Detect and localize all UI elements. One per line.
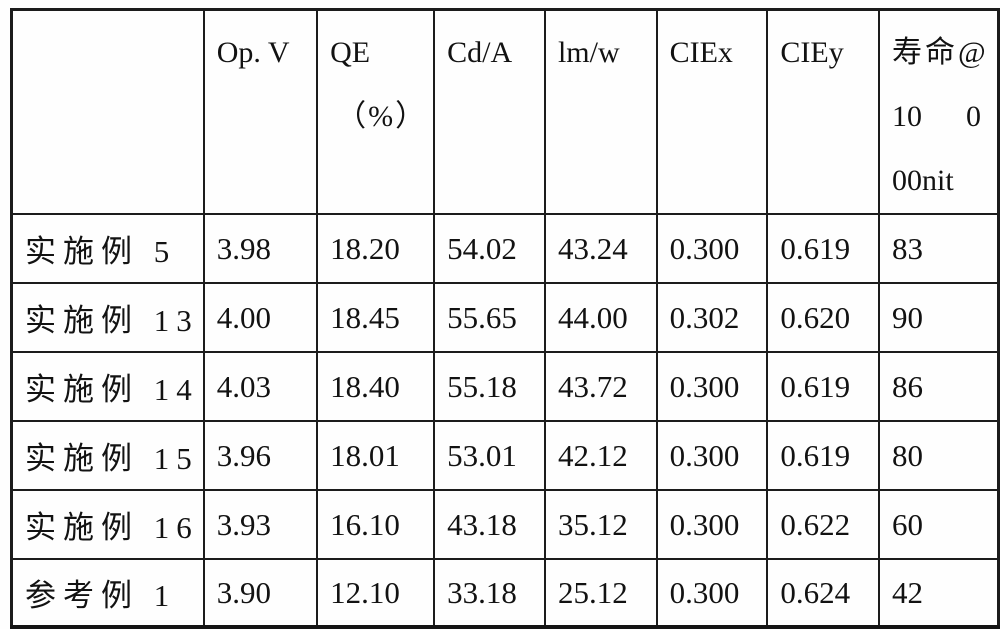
row-label: 参考例 1 bbox=[10, 558, 205, 629]
table-cell: 12.10 bbox=[316, 558, 436, 629]
column-header-ciex: CIEx bbox=[655, 8, 769, 215]
table-row: 实施例 5 3.98 18.20 54.02 43.24 0.300 0.619… bbox=[10, 213, 1000, 284]
header-label: CIEy bbox=[780, 36, 844, 69]
column-header-op-v: Op. V bbox=[202, 8, 319, 215]
header-label: 寿命@ bbox=[892, 36, 989, 69]
header-label-part: 0 bbox=[966, 100, 981, 133]
table-cell: 43.24 bbox=[543, 213, 658, 284]
table-cell: 0.300 bbox=[655, 558, 769, 629]
table-cell: 35.12 bbox=[543, 489, 658, 560]
table-cell: 60 bbox=[878, 489, 1000, 560]
table-cell: 44.00 bbox=[543, 282, 658, 353]
table-cell: 0.624 bbox=[766, 558, 880, 629]
table-cell: 0.619 bbox=[766, 351, 880, 422]
table-cell: 0.300 bbox=[655, 489, 769, 560]
column-header-lifetime: 寿命@ 10 0 00nit bbox=[878, 8, 1000, 215]
row-label: 实施例 14 bbox=[10, 351, 205, 422]
table-cell: 0.619 bbox=[766, 213, 880, 284]
device-performance-table: Op. V QE （%） Cd/A lm/w CIEx CIEy bbox=[10, 8, 1000, 629]
table-cell: 3.90 bbox=[202, 558, 319, 629]
table-cell: 18.01 bbox=[316, 420, 436, 491]
table-cell: 43.72 bbox=[543, 351, 658, 422]
table-cell: 55.18 bbox=[433, 351, 546, 422]
table-cell: 55.65 bbox=[433, 282, 546, 353]
table-cell: 18.45 bbox=[316, 282, 436, 353]
table-cell: 90 bbox=[878, 282, 1000, 353]
header-label: QE bbox=[330, 36, 371, 69]
header-label: CIEx bbox=[669, 36, 733, 69]
column-header-empty bbox=[10, 8, 205, 215]
table-cell: 0.300 bbox=[655, 420, 769, 491]
table-cell: 0.620 bbox=[766, 282, 880, 353]
table-cell: 3.93 bbox=[202, 489, 319, 560]
table-cell: 53.01 bbox=[433, 420, 546, 491]
header-label-wrap: 10 0 bbox=[892, 85, 991, 149]
column-header-qe: QE （%） bbox=[316, 8, 436, 215]
header-label: Cd/A bbox=[447, 36, 513, 69]
header-label: lm/w bbox=[557, 36, 620, 69]
table-cell: 4.03 bbox=[202, 351, 319, 422]
table-cell: 16.10 bbox=[316, 489, 436, 560]
table-row: 实施例 14 4.03 18.40 55.18 43.72 0.300 0.61… bbox=[10, 351, 1000, 422]
header-label-unit: （%） bbox=[336, 100, 428, 133]
header-label-part: 00nit bbox=[892, 164, 954, 197]
table-cell: 0.302 bbox=[655, 282, 769, 353]
table-cell: 42.12 bbox=[543, 420, 658, 491]
table-cell: 18.20 bbox=[316, 213, 436, 284]
table-cell: 54.02 bbox=[433, 213, 546, 284]
column-header-ciey: CIEy bbox=[766, 8, 880, 215]
row-label: 实施例 13 bbox=[10, 282, 205, 353]
table-cell: 18.40 bbox=[316, 351, 436, 422]
row-label: 实施例 15 bbox=[10, 420, 205, 491]
table-cell: 0.622 bbox=[766, 489, 880, 560]
table-cell: 0.619 bbox=[766, 420, 880, 491]
header-label: Op. V bbox=[216, 36, 290, 69]
column-header-cd-a: Cd/A bbox=[433, 8, 546, 215]
table-cell: 33.18 bbox=[433, 558, 546, 629]
table-cell: 83 bbox=[878, 213, 1000, 284]
header-label-part: 10 bbox=[892, 100, 922, 133]
header-row: Op. V QE （%） Cd/A lm/w CIEx CIEy bbox=[10, 8, 1000, 215]
table-row: 实施例 15 3.96 18.01 53.01 42.12 0.300 0.61… bbox=[10, 420, 1000, 491]
table-cell: 86 bbox=[878, 351, 1000, 422]
table-cell: 80 bbox=[878, 420, 1000, 491]
table-cell: 3.98 bbox=[202, 213, 319, 284]
row-label: 实施例 16 bbox=[10, 489, 205, 560]
row-label: 实施例 5 bbox=[10, 213, 205, 284]
table-cell: 25.12 bbox=[543, 558, 658, 629]
table-cell: 0.300 bbox=[655, 213, 769, 284]
table-cell: 43.18 bbox=[433, 489, 546, 560]
table-row: 实施例 13 4.00 18.45 55.65 44.00 0.302 0.62… bbox=[10, 282, 1000, 353]
table-row: 实施例 16 3.93 16.10 43.18 35.12 0.300 0.62… bbox=[10, 489, 1000, 560]
column-header-lm-w: lm/w bbox=[543, 8, 658, 215]
table-cell: 42 bbox=[878, 558, 1000, 629]
table-cell: 0.300 bbox=[655, 351, 769, 422]
table-cell: 4.00 bbox=[202, 282, 319, 353]
table-row: 参考例 1 3.90 12.10 33.18 25.12 0.300 0.624… bbox=[10, 558, 1000, 629]
table-cell: 3.96 bbox=[202, 420, 319, 491]
